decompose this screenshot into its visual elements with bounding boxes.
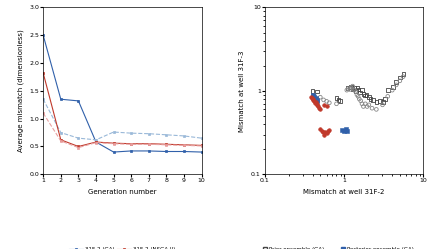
Point: [333, 96, 340, 100]
Point: [311, 99, 318, 103]
Point: [363, 93, 370, 97]
Point: [359, 102, 365, 106]
Point: [326, 101, 333, 105]
Point: [384, 88, 391, 92]
Point: [346, 87, 353, 91]
Point: [320, 130, 327, 134]
Point: [356, 97, 363, 101]
Point: [355, 87, 362, 91]
Point: [352, 89, 359, 93]
Point: [321, 132, 328, 136]
Point: [344, 86, 351, 90]
Point: [309, 98, 316, 102]
Point: [373, 100, 380, 104]
Point: [365, 95, 372, 99]
Point: [369, 98, 376, 102]
X-axis label: Mismatch at well 31F-2: Mismatch at well 31F-2: [303, 189, 385, 195]
Point: [362, 102, 369, 106]
Point: [367, 97, 374, 101]
Point: [312, 96, 319, 100]
Point: [325, 128, 332, 132]
Point: [343, 129, 350, 133]
Point: [345, 87, 352, 91]
Point: [349, 87, 356, 91]
Point: [379, 103, 386, 107]
Point: [317, 107, 324, 111]
Point: [317, 127, 324, 131]
Point: [343, 88, 350, 92]
Point: [313, 98, 320, 102]
Point: [352, 90, 359, 94]
Point: [336, 99, 343, 103]
Point: [339, 128, 346, 132]
Point: [309, 89, 316, 93]
Point: [397, 79, 403, 83]
Point: [314, 99, 321, 103]
Point: [362, 94, 369, 98]
Point: [341, 129, 348, 133]
Point: [311, 94, 318, 98]
Point: [382, 97, 389, 101]
Point: [400, 72, 407, 76]
Point: [364, 105, 371, 109]
Point: [377, 99, 384, 103]
Point: [314, 102, 321, 106]
Point: [357, 99, 364, 103]
Point: [315, 105, 322, 109]
Point: [368, 106, 375, 110]
Point: [308, 96, 315, 100]
Point: [355, 94, 362, 98]
Point: [322, 130, 329, 134]
Point: [357, 90, 364, 94]
Point: [360, 92, 367, 96]
Point: [373, 107, 380, 111]
Point: [384, 94, 391, 98]
Point: [347, 85, 354, 89]
Point: [333, 102, 340, 106]
Point: [353, 93, 360, 97]
Legend: Prior ensemble (GA), Prior ensemble (NSGA-II), Posterior ensemble (GA), Posterio: Prior ensemble (GA), Prior ensemble (NSG…: [262, 247, 426, 249]
Point: [346, 85, 353, 89]
Point: [317, 95, 324, 99]
Point: [365, 103, 372, 107]
Point: [389, 88, 396, 92]
Point: [351, 88, 358, 92]
Point: [335, 98, 342, 102]
Point: [320, 98, 327, 102]
Point: [359, 88, 365, 92]
Point: [393, 83, 400, 87]
Point: [343, 127, 349, 131]
Point: [347, 85, 354, 89]
Point: [349, 84, 356, 88]
Point: [313, 103, 320, 107]
Point: [393, 80, 400, 84]
Y-axis label: Average mismatch (dimensionless): Average mismatch (dimensionless): [17, 30, 24, 152]
Point: [323, 131, 330, 135]
Point: [320, 103, 327, 107]
Point: [323, 99, 330, 103]
Point: [323, 105, 330, 109]
Point: [380, 100, 387, 104]
Point: [310, 93, 317, 97]
Point: [354, 85, 361, 89]
Point: [350, 86, 357, 90]
Point: [309, 94, 316, 98]
Point: [311, 97, 318, 101]
Point: [311, 101, 318, 105]
Point: [324, 129, 331, 133]
Point: [310, 97, 317, 101]
Point: [318, 129, 325, 133]
Point: [360, 105, 367, 109]
Point: [312, 100, 319, 104]
Point: [308, 95, 314, 99]
Legend: 31F-2 (GA), 31F-3 (GA), 31F-2 (NSGA-II), 31F-3 (NSGA-II): 31F-2 (GA), 31F-3 (GA), 31F-2 (NSGA-II),…: [70, 247, 175, 249]
Y-axis label: Mismatch at well 31F-3: Mismatch at well 31F-3: [239, 50, 245, 132]
Point: [400, 75, 407, 79]
X-axis label: Generation number: Generation number: [88, 189, 157, 195]
Point: [315, 106, 322, 110]
Point: [389, 85, 396, 89]
Point: [397, 75, 403, 79]
Point: [311, 95, 318, 99]
Point: [313, 90, 320, 94]
